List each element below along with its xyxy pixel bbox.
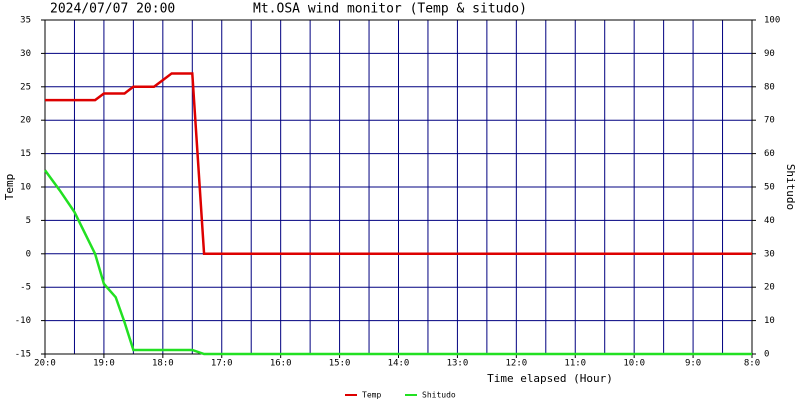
x-tick-label: 12:0 [505,359,527,369]
legend-label: Temp [362,391,381,400]
y-tick-label: -10 [15,316,31,326]
x-tick-label: 20:0 [34,359,56,369]
x-tick-label: 15:0 [329,359,351,369]
x-axis-label: Time elapsed (Hour) [487,372,613,385]
y2-tick-label: 80 [764,82,775,92]
y-tick-label: 30 [20,49,31,59]
y2-tick-label: 60 [764,149,775,159]
x-tick-label: 18:0 [152,359,174,369]
series-line [43,169,752,356]
y-tick-label: -15 [15,350,31,360]
x-tick-label: 17:0 [211,359,233,369]
y2-tick-label: 10 [764,316,775,326]
y-tick-label: 25 [20,82,31,92]
x-tick-label: 16:0 [270,359,292,369]
y-tick-label: 20 [20,116,31,126]
y-tick-label: 0 [26,249,31,259]
x-tick-label: 11:0 [564,359,586,369]
y-axis-label: Temp [3,174,16,201]
x-tick-label: 14:0 [388,359,410,369]
series-line [45,72,752,256]
legend-label: Shitudo [422,391,456,400]
x-tick-label: 8:0 [744,359,760,369]
x-tick-label: 9:0 [685,359,701,369]
y2-tick-label: 70 [764,116,775,126]
x-tick-label: 13:0 [447,359,469,369]
y-tick-label: 10 [20,183,31,193]
y-tick-label: -5 [20,283,31,293]
chart-date: 2024/07/07 20:00 [50,2,175,17]
y2-tick-label: 0 [764,350,769,360]
y2-tick-label: 50 [764,183,775,193]
y2-tick-label: 20 [764,283,775,293]
x-tick-label: 19:0 [93,359,115,369]
y-tick-label: 15 [20,149,31,159]
chart-title: Mt.OSA wind monitor (Temp & situdo) [253,2,527,17]
y2-tick-label: 40 [764,216,775,226]
y2-axis-label: Shitudo [784,164,797,210]
x-tick-label: 10:0 [623,359,645,369]
y-tick-label: 5 [26,216,31,226]
y-tick-label: 35 [20,16,31,26]
y2-tick-label: 90 [764,49,775,59]
y2-tick-label: 100 [764,16,780,26]
y2-tick-label: 30 [764,249,775,259]
